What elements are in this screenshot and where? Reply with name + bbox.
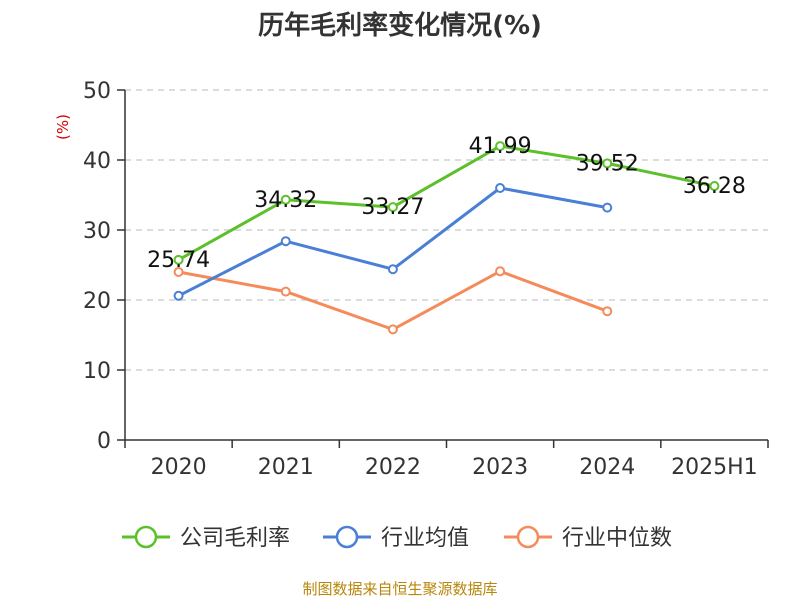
y-tick-label: 30 (83, 219, 111, 244)
y-tick-label: 20 (83, 289, 111, 314)
data-point (280, 236, 291, 247)
legend: 公司毛利率 行业均值 行业中位数 (122, 525, 672, 551)
y-axis-label: (%) (54, 114, 72, 140)
data-point (387, 264, 398, 275)
data-label: 34.32 (254, 188, 317, 213)
data-point (280, 286, 291, 297)
data-label: 36.28 (683, 174, 746, 199)
x-tick-label: 2021 (258, 455, 314, 480)
y-tick-label: 0 (97, 429, 111, 454)
y-tick-label: 40 (83, 149, 111, 174)
series-layer: 25.74 34.32 33.27 41.99 39.52 36.28 (147, 134, 746, 335)
data-point (280, 194, 291, 205)
y-tick-label: 10 (83, 359, 111, 384)
data-point (387, 324, 398, 335)
legend-item-0: 公司毛利率 (122, 525, 290, 551)
data-label: 39.52 (576, 151, 639, 176)
legend-label: 行业均值 (381, 526, 469, 551)
data-label: 33.27 (361, 195, 424, 220)
data-label: 25.74 (147, 248, 210, 273)
series-1 (173, 183, 613, 301)
data-label: 41.99 (469, 134, 532, 159)
chart-title: 历年毛利率变化情况(%) (258, 10, 542, 41)
data-point (173, 290, 184, 301)
legend-item-2: 行业中位数 (504, 525, 672, 551)
x-tick-label: 2024 (579, 455, 635, 480)
legend-marker (335, 525, 359, 549)
data-point (173, 267, 184, 277)
y-tick-label: 50 (83, 79, 111, 104)
x-tick-label: 2023 (472, 455, 528, 480)
data-point (602, 306, 613, 317)
x-tick-label: 2020 (151, 455, 207, 480)
series-0: 25.74 34.32 33.27 41.99 39.52 36.28 (147, 134, 746, 273)
legend-label: 公司毛利率 (180, 526, 290, 551)
data-point (495, 141, 506, 152)
legend-label: 行业中位数 (562, 526, 672, 551)
series-2 (173, 266, 613, 335)
x-tick-label: 2025H1 (671, 455, 758, 480)
legend-item-1: 行业均值 (323, 525, 469, 551)
legend-marker (134, 525, 158, 549)
data-point (495, 266, 506, 277)
source-note: 制图数据来自恒生聚源数据库 (302, 580, 497, 598)
axes: 0 10 20 30 40 50 2020 2021 2022 2023 2024 2025H1 (83, 79, 769, 480)
data-point (709, 181, 720, 192)
data-point (602, 158, 613, 169)
data-point (602, 202, 613, 213)
data-point (387, 202, 398, 213)
legend-marker (516, 525, 540, 549)
x-tick-label: 2022 (365, 455, 421, 480)
data-point (495, 183, 506, 193)
series-line (177, 144, 715, 262)
data-point (173, 254, 184, 265)
